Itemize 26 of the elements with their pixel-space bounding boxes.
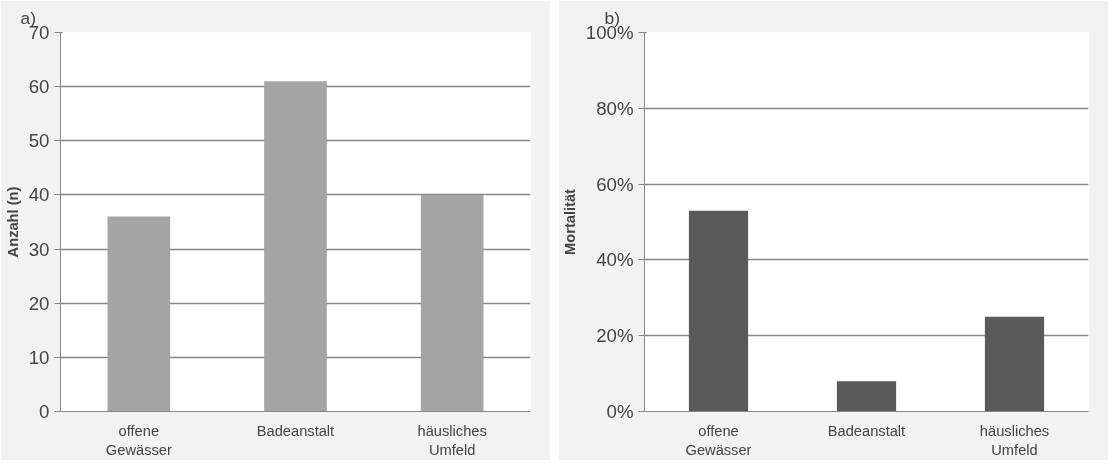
y-tick-label: 40%: [596, 249, 634, 271]
bar: [420, 194, 484, 412]
x-tick-label: häusliches Umfeld: [979, 422, 1050, 458]
x-tick-label: offene Gewässer: [685, 422, 752, 458]
bar: [984, 316, 1045, 412]
y-tick-label: 60%: [596, 173, 634, 195]
y-tick-label: 30: [28, 238, 50, 260]
bar: [264, 81, 327, 412]
y-axis-title: Mortalität: [561, 188, 578, 255]
y-tick-label: 0%: [606, 401, 634, 422]
y-axis-title: Anzahl (n): [4, 186, 21, 258]
x-tick-label: Badeanstalt: [256, 422, 335, 439]
bar: [836, 381, 897, 412]
y-tick-label: 20: [28, 292, 50, 314]
y-tick-label: 10: [28, 346, 50, 368]
y-tick-label: 80%: [596, 97, 634, 119]
y-tick-label: 50: [28, 130, 50, 152]
x-tick-label: Badeanstalt: [827, 422, 906, 439]
bar: [688, 210, 749, 412]
bar: [107, 216, 171, 412]
x-tick-label: häusliches Umfeld: [417, 422, 487, 458]
y-tick-label: 40: [28, 184, 50, 206]
x-tick-label: offene Gewässer: [105, 422, 172, 458]
y-tick-label: 60: [28, 76, 50, 98]
y-tick-label: 20%: [596, 325, 634, 347]
y-tick-label: 0: [39, 401, 50, 422]
